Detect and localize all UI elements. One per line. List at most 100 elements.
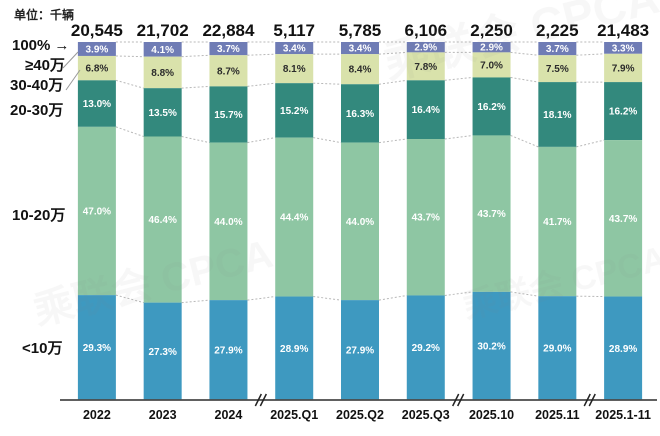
bar-segment	[275, 137, 314, 297]
axis-break-icon	[254, 393, 263, 407]
bar-segment	[341, 42, 379, 55]
segment-value-label: 18.1%	[543, 110, 571, 121]
bar-segment	[604, 296, 643, 400]
segment-value-label: 16.2%	[609, 107, 637, 118]
segment-value-label: 15.7%	[214, 110, 242, 121]
segment-value-label: 15.2%	[280, 106, 308, 117]
bar-segment	[406, 139, 445, 296]
x-axis-label: 2025.11	[535, 408, 580, 422]
segment-value-label: 43.7%	[412, 213, 440, 224]
bar-segment	[538, 55, 577, 83]
segment-value-label: 29.0%	[543, 344, 571, 355]
arrow-right-icon: →	[54, 37, 70, 54]
segment-value-label: 3.4%	[349, 44, 372, 55]
segment-value-label: 47.0%	[83, 206, 111, 217]
connector-line	[247, 53, 276, 56]
bar-segment	[77, 42, 116, 56]
y-axis-label-30-40: 30-40万	[10, 77, 64, 94]
bar-segment	[406, 80, 445, 140]
bar-segment	[77, 55, 116, 81]
segment-value-label: 13.5%	[148, 108, 176, 119]
connector-line	[444, 134, 473, 140]
segment-value-label: 43.7%	[609, 214, 637, 225]
connector-line	[181, 54, 210, 58]
bar-segment	[209, 55, 248, 87]
connector-line	[510, 76, 539, 83]
segment-value-label: 7.0%	[480, 60, 503, 71]
bar-segment	[77, 126, 116, 296]
segment-value-label: 44.0%	[214, 217, 242, 228]
connector-line	[576, 139, 605, 148]
bar-segment	[472, 52, 511, 78]
y-axis-label-20-30: 20-30万	[10, 102, 64, 119]
segment-value-label: 16.4%	[412, 105, 440, 116]
bar-total-label: 5,785	[339, 21, 382, 40]
y-axis-label-lt10: <10万	[22, 340, 63, 357]
bar-segment	[143, 302, 182, 401]
bar-segment	[538, 82, 577, 147]
x-axis-label: 2025.Q3	[402, 408, 450, 422]
segment-value-label: 2.9%	[414, 43, 437, 54]
bar-segment	[472, 291, 511, 400]
connector-line	[313, 137, 342, 144]
bar-segment	[143, 42, 182, 57]
bar-segment	[143, 136, 182, 303]
bar-segment	[472, 135, 511, 292]
bar-segment	[209, 42, 248, 56]
bar-segment	[209, 300, 248, 400]
connector-line	[510, 134, 539, 148]
segment-value-label: 7.5%	[546, 64, 569, 75]
segment-value-label: 3.3%	[612, 43, 635, 54]
segment-value-label: 8.4%	[349, 65, 372, 76]
bar-segment	[604, 82, 643, 141]
bar-segment	[341, 84, 379, 143]
segment-value-label: 7.8%	[414, 62, 437, 73]
y-axis-label-10-20: 10-20万	[12, 207, 66, 224]
segment-value-label: 8.7%	[217, 66, 240, 77]
x-axis-label: 2024	[215, 408, 243, 422]
bar-segment	[143, 56, 182, 89]
segment-value-label: 30.2%	[477, 341, 505, 352]
connector-line	[115, 294, 144, 304]
connector-line	[115, 126, 144, 137]
y-axis-100-text: 100%	[12, 37, 51, 54]
connector-line	[510, 51, 539, 56]
bar-total-label: 6,106	[405, 21, 448, 40]
connector-line	[181, 85, 210, 89]
x-axis-label: 2022	[83, 408, 111, 422]
connector-line	[378, 294, 407, 301]
bar-segment	[538, 146, 577, 297]
connector-line	[181, 299, 210, 304]
bar-segment	[77, 295, 116, 400]
segment-value-label: 16.2%	[477, 102, 505, 113]
bar-segment	[341, 300, 379, 400]
segment-value-label: 3.9%	[85, 44, 108, 55]
label-leader-line	[62, 51, 79, 69]
bar-segment	[275, 42, 314, 55]
connector-line	[444, 291, 473, 296]
x-axis-label: 2025.10	[469, 408, 514, 422]
segment-value-label: 3.4%	[283, 44, 306, 55]
bar-segment	[604, 42, 643, 54]
y-axis-100-label: 100% →	[12, 37, 69, 54]
connector-line	[181, 136, 210, 144]
bar-segment	[275, 296, 314, 400]
segment-value-label: 29.3%	[83, 343, 111, 354]
x-axis-label: 2025.Q1	[270, 408, 318, 422]
axis-break-icon	[583, 393, 591, 407]
connector-line	[247, 82, 276, 87]
connector-line	[510, 291, 539, 297]
bar-segment	[538, 296, 577, 400]
connector-line	[378, 79, 407, 85]
connector-line	[115, 55, 144, 58]
segment-value-label: 46.4%	[148, 215, 176, 226]
segment-value-label: 8.1%	[283, 64, 306, 75]
bar-segment	[209, 142, 248, 301]
segment-value-label: 16.3%	[346, 109, 374, 120]
segment-value-label: 28.9%	[280, 344, 308, 355]
connector-line	[313, 82, 342, 85]
bar-total-label: 2,250	[470, 21, 513, 40]
segment-value-label: 29.2%	[412, 343, 440, 354]
axis-break-icon	[588, 393, 596, 407]
